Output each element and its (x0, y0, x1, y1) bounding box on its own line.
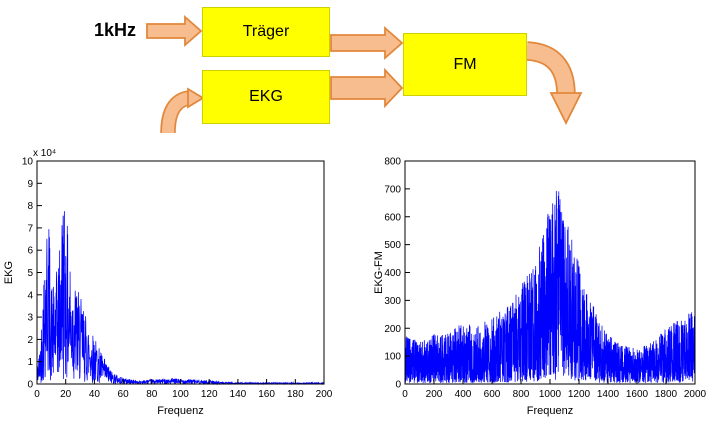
signal-flow-arrows (146, 15, 583, 134)
flow-arrow-curve (162, 92, 191, 134)
ekg-fm-spectrum-plot: 0 200 400 600 800 1000 1200 1400 1600 1800 2000 0 10… (373, 157, 707, 418)
y-tick-label: 700 (384, 184, 401, 195)
y-tick-label: 0 (395, 380, 401, 391)
x-tick-label: 1000 (539, 389, 562, 400)
flow-arrow-curve (526, 43, 574, 96)
y-tick-label: 10 (22, 157, 34, 168)
x-tick-label: 1600 (626, 389, 649, 400)
y-tick-label: 8 (27, 201, 33, 212)
x-tick-label: 140 (230, 389, 247, 400)
block-fm: FM (403, 33, 527, 96)
y-scale-label: x 10⁴ (33, 148, 56, 159)
y-tick-label: 5 (27, 268, 33, 279)
x-axis-label: Frequenz (157, 405, 203, 417)
y-tick-label: 0 (27, 380, 33, 391)
carrier-frequency-label: 1kHz (94, 20, 137, 40)
ekg-spectrum-plot: 0 20 40 60 80 100 120 140 160 180 200 0 1 2 3 4 5 6 7 8 9 10 F… (3, 148, 333, 417)
y-axis-label: EKG (3, 261, 15, 284)
x-tick-label: 1800 (655, 389, 678, 400)
block-ekg-label: EKG (249, 88, 283, 105)
x-tick-label: 400 (455, 389, 472, 400)
y-tick-label: 3 (27, 313, 33, 324)
flow-arrowhead (549, 92, 583, 126)
y-tick-label: 100 (384, 352, 401, 363)
y-tick-label: 600 (384, 212, 401, 223)
y-tick-label: 500 (384, 240, 401, 251)
x-tick-label: 100 (172, 389, 189, 400)
x-tick-label: 20 (60, 389, 72, 400)
y-tick-label: 800 (384, 157, 401, 168)
x-tick-label: 160 (258, 389, 275, 400)
x-tick-label: 0 (34, 389, 40, 400)
x-tick-label: 1400 (597, 389, 620, 400)
x-tick-label: 1200 (568, 389, 591, 400)
block-traeger-label: Träger (242, 23, 290, 40)
block-fm-label: FM (453, 55, 477, 73)
y-tick-label: 2 (27, 335, 33, 346)
x-tick-label: 200 (426, 389, 443, 400)
x-tick-label: 40 (89, 389, 101, 400)
y-tick-label: 200 (384, 324, 401, 335)
flow-arrow (330, 26, 404, 60)
y-tick-label: 9 (27, 179, 33, 190)
y-tick-label: 6 (27, 246, 33, 257)
flow-arrow (146, 15, 203, 47)
y-tick-label: 7 (27, 223, 33, 234)
x-tick-label: 2000 (684, 389, 707, 400)
y-axis-label: EKG-FM (373, 251, 385, 294)
flow-arrowhead (187, 87, 205, 109)
x-tick-label: 80 (146, 389, 158, 400)
y-tick-label: 300 (384, 296, 401, 307)
block-traeger: Träger (202, 7, 330, 57)
x-tick-label: 800 (513, 389, 530, 400)
x-tick-label: 600 (484, 389, 501, 400)
x-tick-label: 0 (402, 389, 408, 400)
x-axis-label: Frequenz (527, 405, 573, 417)
y-tick-label: 1 (27, 357, 33, 368)
block-ekg: EKG (202, 70, 330, 124)
spectrum-trace (36, 211, 325, 386)
x-tick-label: 120 (201, 389, 218, 400)
x-tick-label: 60 (118, 389, 130, 400)
x-tick-label: 180 (287, 389, 304, 400)
y-tick-label: 4 (27, 290, 33, 301)
spectrum-trace (404, 190, 696, 384)
x-tick-label: 200 (316, 389, 333, 400)
flow-arrow (330, 67, 404, 109)
y-tick-label: 400 (384, 268, 401, 279)
